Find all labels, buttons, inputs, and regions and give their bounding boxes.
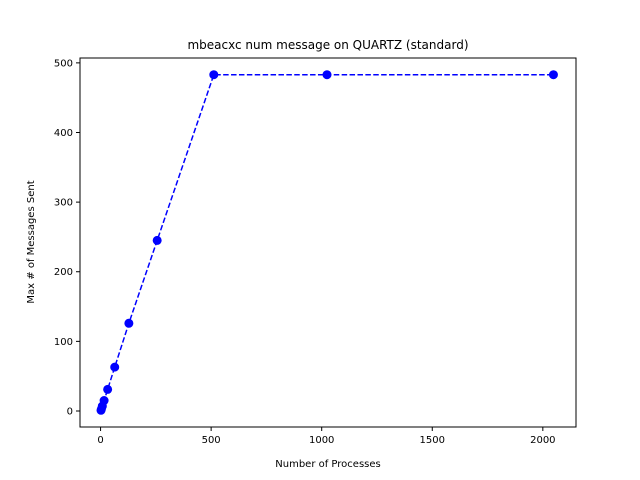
x-tick-label: 500 <box>202 435 221 446</box>
y-tick-label: 200 <box>54 267 73 278</box>
chart-title: mbeacxc num message on QUARTZ (standard) <box>187 38 468 52</box>
y-tick-label: 0 <box>67 406 73 417</box>
data-point <box>110 362 120 372</box>
x-tick-label: 2000 <box>530 435 555 446</box>
plot-frame <box>79 57 577 428</box>
data-point <box>99 396 109 406</box>
series-layer <box>96 70 558 415</box>
data-point <box>103 384 113 394</box>
y-axis-label: Max # of Messages Sent <box>26 180 37 303</box>
y-tick-label: 100 <box>54 337 73 348</box>
data-point <box>152 235 162 245</box>
y-tick-label: 400 <box>54 128 73 139</box>
data-point <box>209 70 219 80</box>
x-tick-label: 1500 <box>420 435 445 446</box>
y-tick-label: 500 <box>54 58 73 69</box>
x-axis-label: Number of Processes <box>275 459 380 470</box>
x-tick-label: 0 <box>97 435 103 446</box>
data-point <box>322 70 332 80</box>
x-tick-label: 1000 <box>309 435 334 446</box>
y-axis: 0 100 200 300 400 500 <box>54 58 80 417</box>
y-tick-label: 300 <box>54 198 73 209</box>
data-point <box>124 318 134 328</box>
data-point <box>548 70 558 80</box>
x-axis: 0 500 1000 1500 2000 <box>97 427 556 446</box>
